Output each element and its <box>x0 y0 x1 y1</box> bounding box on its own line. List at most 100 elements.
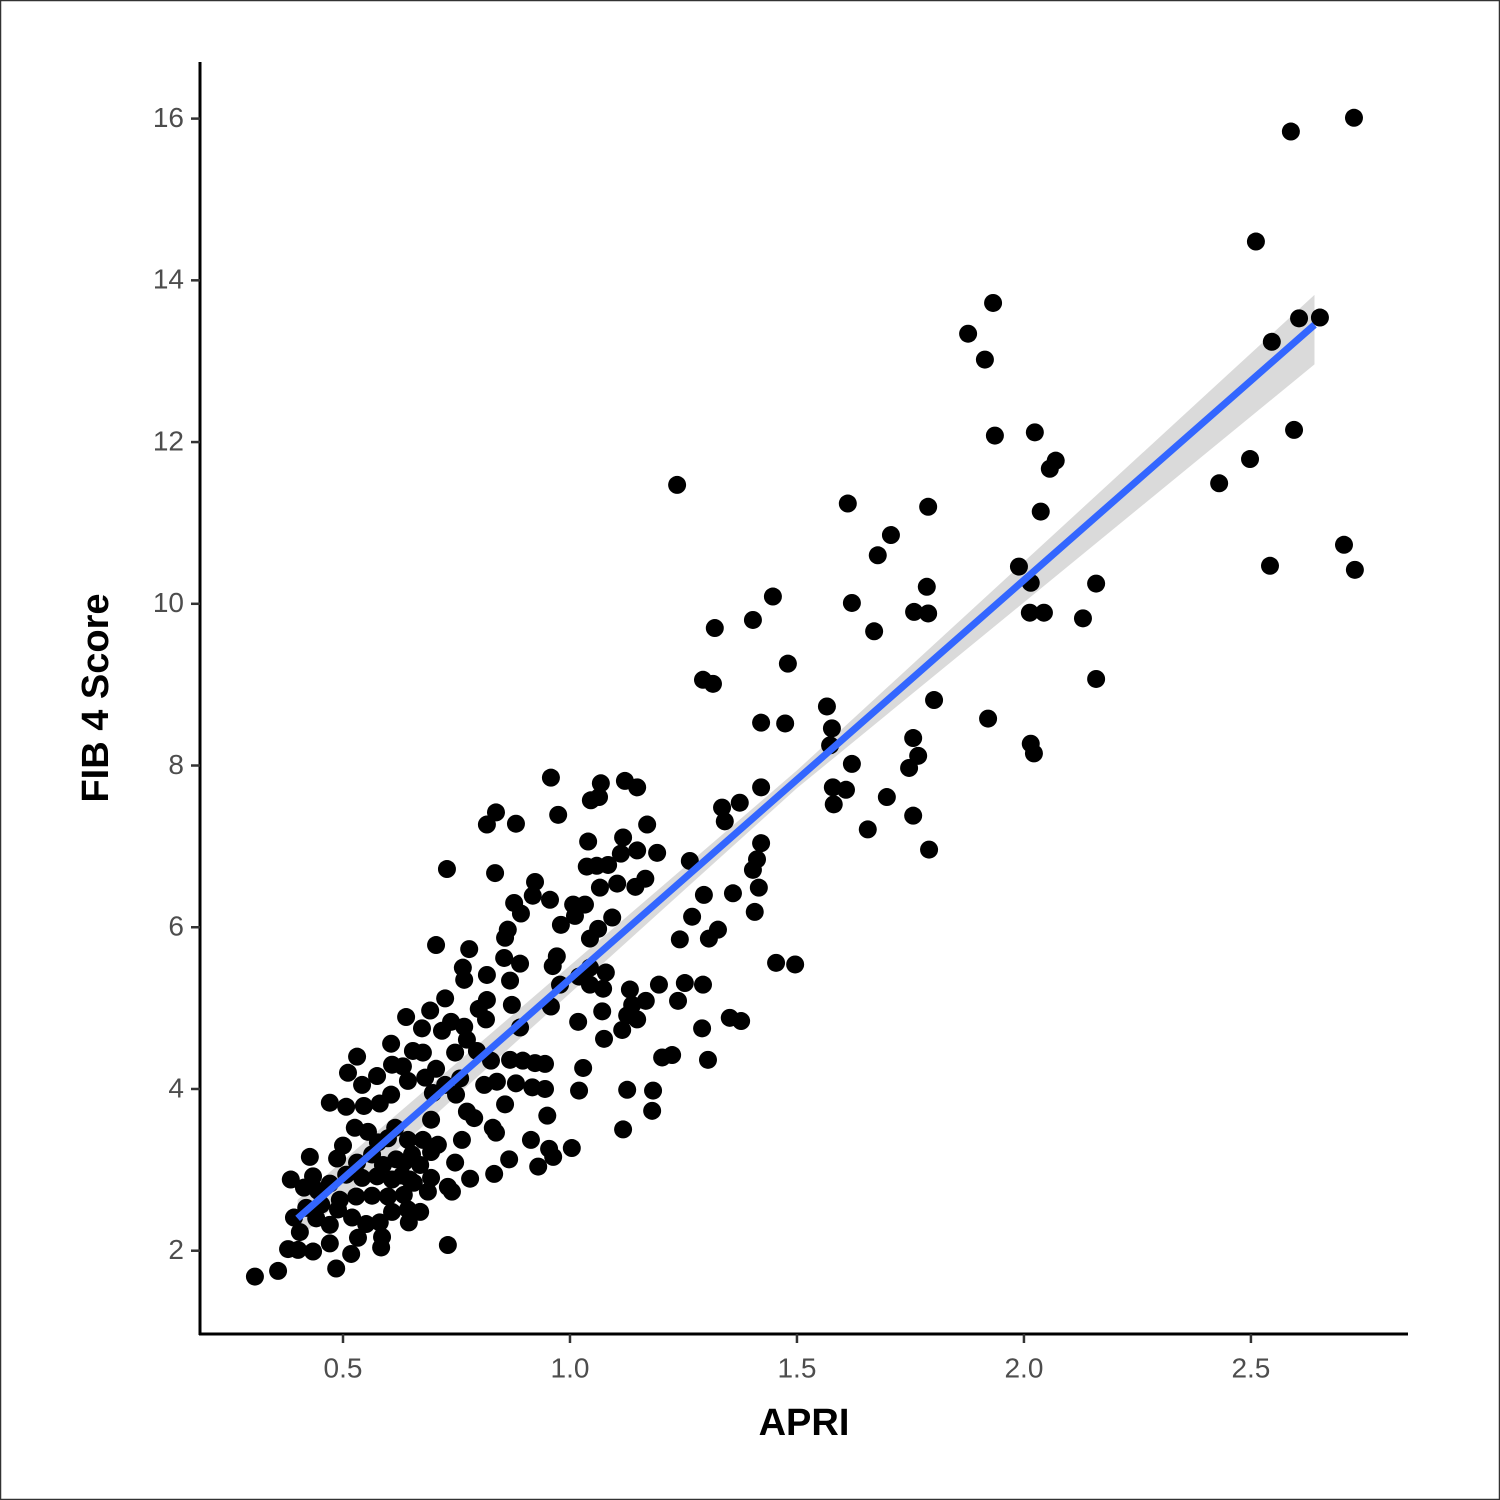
point <box>1241 450 1260 469</box>
point <box>269 1261 288 1280</box>
point <box>595 1029 614 1048</box>
point <box>865 622 884 641</box>
point <box>611 844 630 863</box>
point <box>603 908 622 927</box>
point <box>437 860 456 879</box>
point <box>730 793 749 812</box>
point <box>368 1067 387 1086</box>
point <box>502 995 521 1014</box>
point <box>699 929 718 948</box>
point <box>590 788 609 807</box>
point <box>838 494 857 513</box>
point <box>477 815 496 834</box>
point <box>904 729 923 748</box>
point <box>538 1106 557 1125</box>
point <box>328 1149 347 1168</box>
point <box>615 771 634 790</box>
point <box>720 1008 739 1027</box>
point <box>541 768 560 787</box>
point <box>461 1169 480 1188</box>
point <box>394 1185 413 1204</box>
point <box>475 1075 494 1094</box>
point <box>715 812 734 831</box>
point <box>329 1200 348 1219</box>
point <box>1087 669 1106 688</box>
point <box>618 1080 637 1099</box>
point <box>1031 502 1050 521</box>
point <box>290 1223 309 1242</box>
point <box>549 805 568 824</box>
point <box>394 1153 413 1172</box>
point <box>614 1120 633 1139</box>
point <box>698 1050 717 1069</box>
point <box>400 1170 419 1189</box>
y-tick-label: 4 <box>168 1072 184 1103</box>
x-tick-label: 1.0 <box>551 1352 590 1383</box>
point <box>917 577 936 596</box>
point <box>422 1143 441 1162</box>
point <box>608 874 627 893</box>
regression-line <box>295 322 1317 1221</box>
y-tick-label: 6 <box>168 911 184 942</box>
point <box>868 546 887 565</box>
point <box>904 806 923 825</box>
point <box>304 1242 323 1261</box>
point <box>979 709 998 728</box>
point <box>836 780 855 799</box>
point <box>357 1215 376 1234</box>
point <box>653 1048 672 1067</box>
point <box>422 1168 441 1187</box>
point <box>496 1095 515 1114</box>
point <box>636 991 655 1010</box>
point <box>460 940 479 959</box>
point <box>577 857 596 876</box>
point <box>1246 232 1265 251</box>
point <box>626 877 645 896</box>
point <box>638 815 657 834</box>
point <box>544 1147 563 1166</box>
point <box>320 1093 339 1112</box>
point <box>1034 603 1053 622</box>
point <box>413 1043 432 1062</box>
point <box>752 834 771 853</box>
point <box>363 1186 382 1205</box>
point <box>289 1240 308 1259</box>
point <box>382 1034 401 1053</box>
point <box>628 841 647 860</box>
point <box>506 814 525 833</box>
point <box>418 1182 437 1201</box>
point <box>1334 535 1353 554</box>
point <box>649 975 668 994</box>
point <box>455 970 474 989</box>
point <box>477 991 496 1010</box>
point <box>422 1110 441 1129</box>
x-tick-label: 1.5 <box>777 1352 816 1383</box>
point <box>337 1097 356 1116</box>
point <box>427 1059 446 1078</box>
point <box>511 904 530 923</box>
point <box>483 1118 502 1137</box>
point <box>500 1150 519 1169</box>
point <box>320 1215 339 1234</box>
point <box>613 1020 632 1039</box>
x-axis-title: APRI <box>759 1402 850 1444</box>
point <box>713 798 732 817</box>
point <box>590 878 609 897</box>
point <box>446 1043 465 1062</box>
point <box>858 820 877 839</box>
point <box>1025 423 1044 442</box>
point <box>281 1170 300 1189</box>
point <box>668 475 687 494</box>
point <box>694 885 713 904</box>
point <box>320 1234 339 1253</box>
point <box>551 915 570 934</box>
point <box>370 1094 389 1113</box>
x-tick-label: 2.5 <box>1231 1352 1270 1383</box>
point <box>523 886 542 905</box>
point <box>446 1153 465 1172</box>
point <box>842 754 861 773</box>
point <box>536 1079 555 1098</box>
point <box>354 1096 373 1115</box>
x-tick-label: 0.5 <box>324 1352 363 1383</box>
point <box>348 1228 367 1247</box>
